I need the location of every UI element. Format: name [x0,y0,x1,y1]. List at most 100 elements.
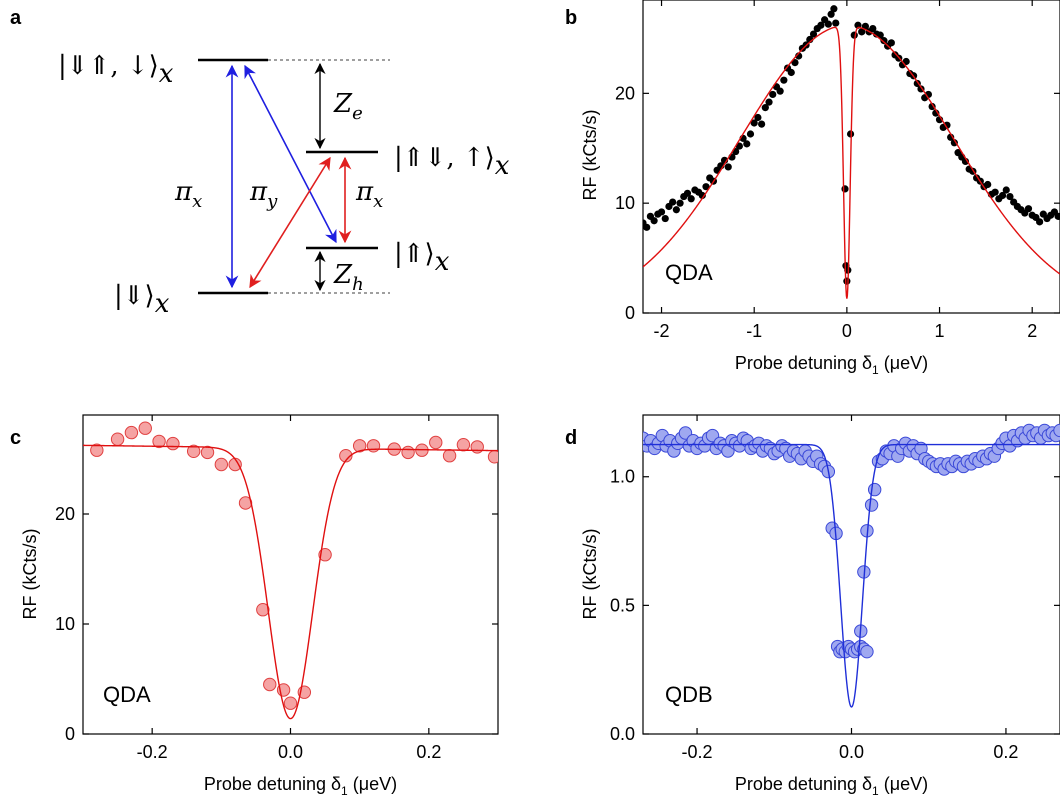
panel-letter-d: d [565,427,577,449]
panel-c-data-point [263,677,277,692]
panel-b-dot-label: QDA [665,260,713,285]
panel-letter-b: b [565,7,577,29]
panel-c-fit-curve [83,444,498,720]
panel-c-data-point [339,449,353,463]
splitting-label-ze: Ze [333,89,363,124]
panel-b-data-point [776,87,784,95]
panel-c-dot-label: QDA [103,682,151,707]
transition-blue-diagonal [244,64,337,244]
panel-b-data-point [858,28,866,36]
panel-b-data-point [643,223,651,231]
panel-b-data-point [683,189,692,197]
panel-c-y-tick-label: 10 [55,614,75,634]
panel-b-data-point [746,130,755,138]
panel-d-data-point [864,498,879,512]
level-label-top: |⇓⇑, ↓⟩x [58,51,174,89]
panel-c-data-point [487,450,498,464]
panel-b-data-point [832,19,840,27]
panel-c-data-point [214,457,229,472]
panel-letter-a: a [10,7,22,29]
level-label-lower-right: |⇑⟩x [394,239,450,277]
panel-c-x-tick-label: 0.0 [278,742,303,762]
panel-b-data-point [761,104,769,112]
panel-b-data-point [961,157,970,166]
panel-c-data-point [401,445,415,460]
panel-c-x-tick-label: 0.2 [416,742,441,762]
panel-d-data-point [1053,423,1060,438]
panel-b-data-point [1036,218,1044,226]
panel-d-y-tick-label: 0.0 [610,724,635,744]
panel-d-x-tick-label: 0.2 [993,742,1018,762]
panel-b-x-tick-label: 2 [1027,321,1037,341]
panel-d-data-point [867,482,882,497]
chart-panel-d: -0.2 0.0 0.2 0.0 0.5 1.0 Probe detuning δ1 (μe… [580,414,1060,798]
panel-d-x-tick-label: 0.0 [839,742,864,762]
panel-b-x-tick-label: -2 [654,321,670,341]
panel-c-data-point [470,440,484,454]
panel-b-data-point [943,121,951,129]
panel-b-data-point [843,277,851,285]
panel-b-data-point [984,180,992,189]
panel-c-data-point [110,432,125,446]
panel-b-data-point [698,191,706,200]
panel-b-data-point [787,68,795,77]
panel-c-data-point [352,439,367,453]
panel-b-data-point [928,102,936,111]
panel-b-data-point [758,120,766,128]
panel-b-data-point [1006,192,1014,201]
panel-c-data-point [90,443,104,457]
panel-c-data-point [318,548,332,562]
panel-b-data-point [880,37,888,45]
panel-b-data-point [850,31,858,39]
panel-letter-c: c [10,427,21,449]
panel-b-data-point [791,59,799,67]
panel-c-data-point [283,696,298,710]
panel-b-y-tick-label: 20 [615,83,635,103]
panel-b-x-tick-label: 0 [842,321,852,341]
panel-d-fit-curve [643,443,1060,708]
panel-b-data-point [932,109,940,117]
panel-c-x-tick-label: -0.2 [137,742,168,762]
panel-c-data-point [166,436,180,451]
panel-b-data-point [743,140,751,148]
panel-b-x-tick-label: 1 [935,321,945,341]
panel-c-x-axis-label: Probe detuning δ1 (μeV) [204,774,397,798]
panel-b-data-point [687,195,695,203]
panel-d-x-tick-label: -0.2 [682,742,713,762]
panel-b-data-point [702,183,710,191]
panel-b-y-tick-label: 10 [615,193,635,213]
panel-b-data-point [846,130,855,138]
panel-b-data-point [657,208,666,216]
panel-b-data-point [1054,212,1060,220]
panel-b-data-point [661,214,669,223]
panel-c-data-point [200,445,215,460]
panel-b-data-point [947,133,955,141]
panel-c-data-point [152,434,166,449]
panel-b-data-point [869,24,877,33]
panel-d-dot-label: QDB [665,682,713,707]
transition-label-pi-y: πy [249,177,278,212]
panel-b-data-point [887,39,895,47]
panel-b-data-point [824,20,832,28]
panel-c-y-tick-label: 0 [65,724,75,744]
panel-c-y-tick-label: 20 [55,504,75,524]
panel-b-data-point [780,76,788,84]
panel-d-y-tick-label: 0.5 [610,595,635,615]
panel-c-y-axis-label: RF (kCts/s) [20,529,40,620]
panel-c-data-point [256,603,270,617]
panel-b-data-point [672,206,680,214]
panel-b-plot-frame [642,0,1060,314]
chart-panel-c: -0.2 0.0 0.2 0 10 20 Probe detuning δ1 (μeV) RF… [20,414,499,798]
panel-b-data-point [669,198,677,206]
panel-b-y-tick-label: 0 [625,303,635,323]
panel-b-data-point [827,10,835,18]
panel-d-data-point [860,644,874,659]
panel-c-data-point [442,449,457,463]
panel-c-data-point [456,438,471,452]
panel-d-y-axis-label: RF (kCts/s) [580,529,600,620]
panel-b-fit-curve [643,26,1060,299]
panel-b-data-point [991,188,999,196]
splitting-label-zh: Zh [333,260,364,295]
